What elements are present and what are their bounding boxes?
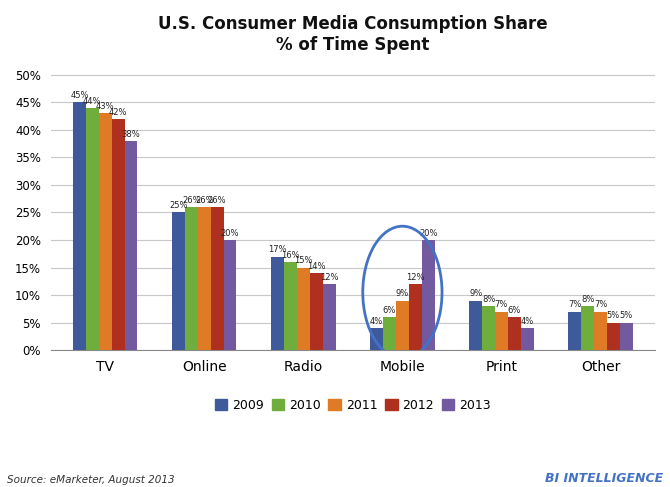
Bar <box>521 328 533 350</box>
Text: 7%: 7% <box>568 300 582 309</box>
Text: 15%: 15% <box>294 256 313 265</box>
Text: 42%: 42% <box>109 108 127 116</box>
Bar <box>323 284 336 350</box>
Bar <box>172 212 185 350</box>
Text: 6%: 6% <box>508 306 521 315</box>
Bar <box>73 102 86 350</box>
Bar <box>620 322 632 350</box>
Text: 7%: 7% <box>594 300 607 309</box>
Bar <box>86 108 98 350</box>
Bar <box>310 273 323 350</box>
Bar <box>284 262 297 350</box>
Text: 17%: 17% <box>268 245 287 254</box>
Bar <box>383 317 396 350</box>
Text: 26%: 26% <box>195 196 214 205</box>
Text: 4%: 4% <box>370 317 383 326</box>
Title: U.S. Consumer Media Consumption Share
% of Time Spent: U.S. Consumer Media Consumption Share % … <box>158 15 547 54</box>
Bar <box>112 119 125 350</box>
Text: 25%: 25% <box>170 201 188 210</box>
Text: 12%: 12% <box>406 273 425 282</box>
Bar <box>469 300 482 350</box>
Bar <box>594 312 607 350</box>
Bar <box>495 312 508 350</box>
Text: 16%: 16% <box>281 251 299 260</box>
Text: 20%: 20% <box>419 229 438 238</box>
Text: 38%: 38% <box>121 130 140 139</box>
Text: 6%: 6% <box>383 306 396 315</box>
Bar <box>198 207 210 350</box>
Text: 44%: 44% <box>83 96 102 106</box>
Text: Source: eMarketer, August 2013: Source: eMarketer, August 2013 <box>7 474 174 485</box>
Text: 26%: 26% <box>208 196 226 205</box>
Text: 14%: 14% <box>307 262 326 271</box>
Bar <box>125 141 137 350</box>
Text: 5%: 5% <box>620 311 633 320</box>
Bar <box>396 300 409 350</box>
Bar <box>581 306 594 350</box>
Text: 43%: 43% <box>96 102 115 111</box>
Text: 26%: 26% <box>182 196 201 205</box>
Text: 8%: 8% <box>482 295 495 304</box>
Legend: 2009, 2010, 2011, 2012, 2013: 2009, 2010, 2011, 2012, 2013 <box>210 393 496 417</box>
Text: 9%: 9% <box>396 289 409 299</box>
Text: BI INTELLIGENCE: BI INTELLIGENCE <box>545 471 663 485</box>
Text: 7%: 7% <box>494 300 508 309</box>
Bar <box>371 328 383 350</box>
Bar <box>607 322 620 350</box>
Bar <box>271 257 284 350</box>
Text: 20%: 20% <box>221 229 239 238</box>
Bar <box>482 306 495 350</box>
Bar <box>508 317 521 350</box>
Text: 4%: 4% <box>521 317 534 326</box>
Bar <box>421 240 435 350</box>
Bar <box>568 312 581 350</box>
Text: 8%: 8% <box>581 295 594 304</box>
Text: 9%: 9% <box>469 289 482 299</box>
Bar <box>224 240 237 350</box>
Bar <box>210 207 224 350</box>
Bar <box>297 267 310 350</box>
Text: 12%: 12% <box>320 273 338 282</box>
Text: 45%: 45% <box>70 91 88 100</box>
Bar <box>409 284 421 350</box>
Bar <box>98 113 112 350</box>
Text: 5%: 5% <box>607 311 620 320</box>
Bar <box>185 207 198 350</box>
